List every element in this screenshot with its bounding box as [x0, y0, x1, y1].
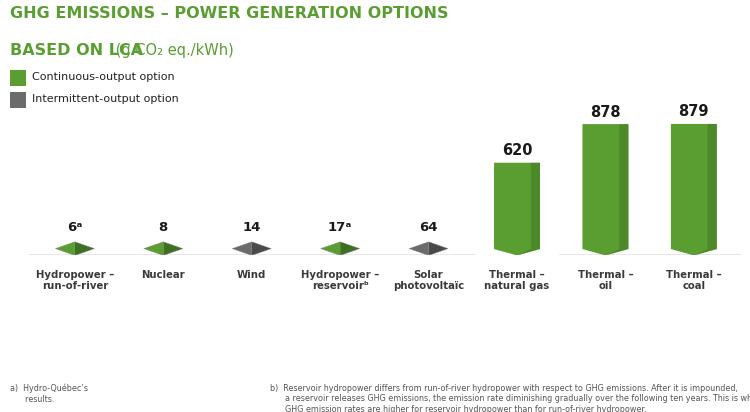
Polygon shape [671, 124, 717, 255]
Text: 17ᵃ: 17ᵃ [328, 221, 352, 234]
Polygon shape [252, 242, 272, 255]
Polygon shape [694, 124, 717, 255]
Polygon shape [583, 124, 628, 255]
Polygon shape [144, 242, 164, 255]
Text: Thermal –
coal: Thermal – coal [666, 270, 722, 291]
Text: Solar
photovoltaïc: Solar photovoltaïc [393, 270, 464, 291]
Polygon shape [494, 163, 540, 255]
Text: GHG EMISSIONS – POWER GENERATION OPTIONS: GHG EMISSIONS – POWER GENERATION OPTIONS [10, 6, 448, 21]
Polygon shape [320, 242, 340, 255]
Text: a)  Hydro-Québec’s
      results.: a) Hydro-Québec’s results. [10, 384, 88, 404]
Text: BASED ON LCA: BASED ON LCA [10, 43, 142, 58]
Text: Hydropower –
run-of-river: Hydropower – run-of-river [36, 270, 114, 291]
Text: 878: 878 [590, 105, 621, 119]
Polygon shape [75, 242, 94, 255]
Polygon shape [56, 242, 75, 255]
Polygon shape [605, 124, 628, 255]
Text: 14: 14 [242, 221, 261, 234]
Text: 64: 64 [419, 221, 438, 234]
Text: b)  Reservoir hydropower differs from run-of-river hydropower with respect to GH: b) Reservoir hydropower differs from run… [270, 384, 750, 412]
Polygon shape [409, 242, 428, 255]
Polygon shape [164, 242, 183, 255]
Polygon shape [494, 159, 540, 163]
Text: Thermal –
natural gas: Thermal – natural gas [484, 270, 550, 291]
Text: Nuclear: Nuclear [142, 270, 185, 280]
Text: Hydropower –
reservoirᵇ: Hydropower – reservoirᵇ [301, 270, 380, 291]
Text: Wind: Wind [237, 270, 266, 280]
Text: 6ᵃ: 6ᵃ [68, 221, 82, 234]
Polygon shape [340, 242, 360, 255]
Polygon shape [517, 163, 540, 255]
Text: 879: 879 [679, 104, 709, 119]
Text: 8: 8 [159, 221, 168, 234]
Text: Intermittent-output option: Intermittent-output option [32, 94, 179, 104]
Polygon shape [583, 121, 628, 124]
Polygon shape [232, 242, 252, 255]
Text: Thermal –
oil: Thermal – oil [578, 270, 633, 291]
Polygon shape [671, 120, 717, 124]
Text: 620: 620 [502, 143, 532, 158]
Polygon shape [428, 242, 448, 255]
Text: Continuous-output option: Continuous-output option [32, 72, 175, 82]
Text: (g CO₂ eq./kWh): (g CO₂ eq./kWh) [111, 43, 234, 58]
